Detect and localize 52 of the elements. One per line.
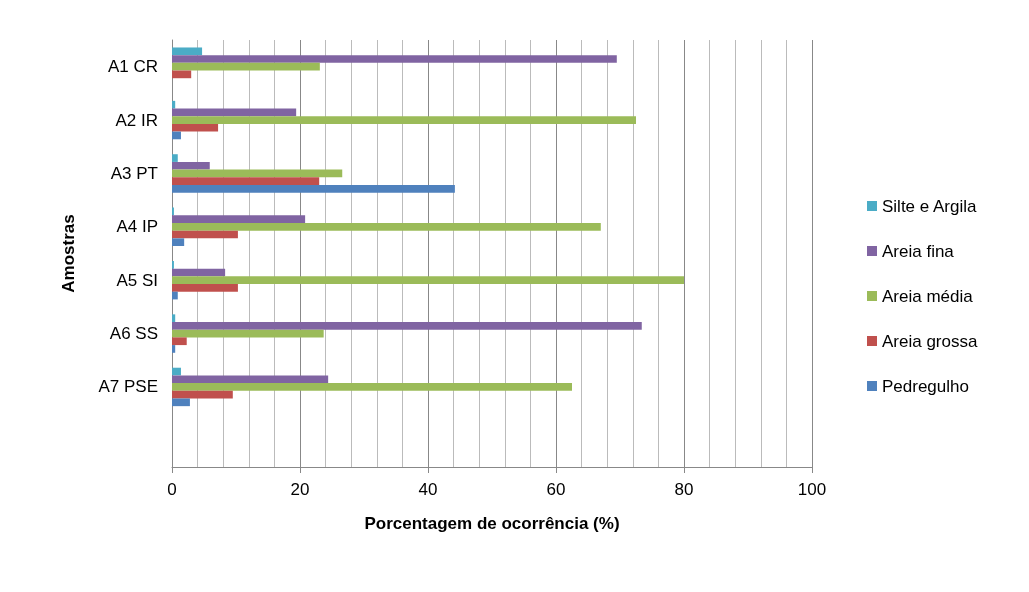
x-axis-title: Porcentagem de ocorrência (%) — [364, 514, 620, 533]
y-tick-label: A1 CR — [107, 57, 158, 77]
bar — [172, 322, 642, 330]
bar — [172, 337, 187, 346]
bar — [172, 123, 219, 132]
bar — [172, 367, 181, 376]
bar — [172, 345, 176, 353]
bar — [172, 398, 190, 407]
bar — [172, 215, 306, 223]
bar — [172, 383, 572, 391]
bar — [172, 62, 320, 71]
bar — [172, 169, 343, 178]
bar — [172, 116, 636, 124]
bar — [172, 314, 176, 323]
bar — [172, 375, 329, 384]
bar — [172, 230, 238, 239]
bar — [172, 55, 617, 63]
legend-label: Areia grossa — [882, 331, 978, 351]
bar — [172, 108, 297, 117]
bar — [172, 154, 178, 162]
bar — [172, 291, 178, 300]
y-tick-label: A5 SI — [116, 270, 158, 290]
bar — [172, 70, 192, 79]
y-tick-label: A4 IP — [116, 217, 158, 237]
legend-label: Silte e Argila — [882, 196, 978, 216]
bar — [172, 276, 684, 285]
bar — [172, 100, 176, 109]
bar — [172, 184, 455, 193]
x-tick-label: 100 — [797, 480, 827, 499]
bar — [172, 222, 601, 231]
bar — [172, 284, 238, 292]
y-axis-title: Amostras — [59, 214, 78, 293]
x-tick-label: 60 — [546, 480, 566, 499]
x-tick-label: 80 — [674, 480, 694, 499]
y-tick-label: A7 PSE — [98, 377, 158, 397]
bar — [172, 268, 226, 277]
legend-label: Pedregulho — [882, 376, 969, 396]
bar — [172, 161, 210, 170]
y-tick-label: A2 IR — [115, 110, 158, 130]
bar — [172, 47, 203, 56]
x-tick-label: 20 — [290, 480, 310, 499]
bar — [172, 131, 181, 140]
y-tick-label: A6 SS — [109, 324, 158, 344]
bar — [172, 390, 233, 399]
y-tick-label: A3 PT — [110, 163, 158, 183]
x-tick-label: 0 — [167, 480, 177, 499]
legend-label: Areia média — [882, 286, 974, 306]
bar — [172, 238, 185, 247]
bar — [172, 329, 324, 338]
legend-label: Areia fina — [882, 241, 955, 261]
bar — [172, 177, 320, 185]
x-tick-label: 40 — [418, 480, 438, 499]
